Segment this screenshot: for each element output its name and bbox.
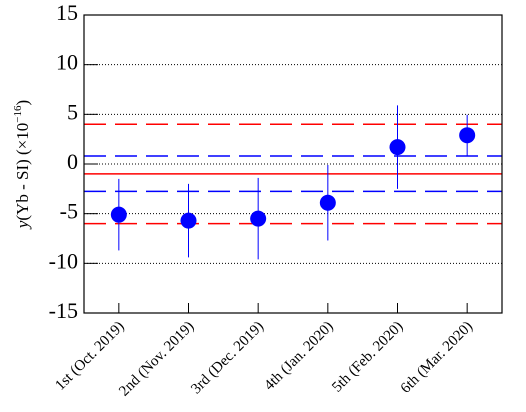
- x-tick-label: 1st (Oct. 2019): [52, 319, 127, 394]
- y-label-close: ): [13, 100, 32, 106]
- y-label-exp: −16: [12, 105, 24, 123]
- point: [459, 127, 476, 144]
- y-tick-label: 10: [56, 50, 78, 75]
- x-tick-label: 5th (Feb. 2020): [329, 319, 406, 396]
- x-tick-label: 3rd (Dec. 2019): [188, 319, 267, 398]
- x-tick-label: 4th (Jan. 2020): [261, 319, 336, 394]
- y-tick-label: 0: [67, 149, 78, 174]
- y-tick-label: -10: [49, 248, 78, 273]
- y-tick-label: -5: [60, 199, 78, 224]
- x-tick-label: 2nd (Nov. 2019): [116, 319, 197, 400]
- point: [250, 210, 267, 227]
- y-tick-label: -15: [49, 298, 78, 323]
- y-label-var: y: [13, 220, 32, 230]
- point: [180, 212, 197, 229]
- point: [319, 194, 336, 211]
- point: [110, 206, 127, 223]
- y-tick-label: 5: [67, 99, 78, 124]
- y-tick-label: 15: [56, 0, 78, 25]
- point: [389, 139, 406, 156]
- y-axis-label: y(Yb - SI) (×10−16): [12, 100, 32, 230]
- plot-frame: [83, 14, 503, 314]
- x-tick-label: 6th (Mar. 2020): [398, 319, 476, 397]
- y-label-text: (Yb - SI) (×10: [13, 123, 32, 221]
